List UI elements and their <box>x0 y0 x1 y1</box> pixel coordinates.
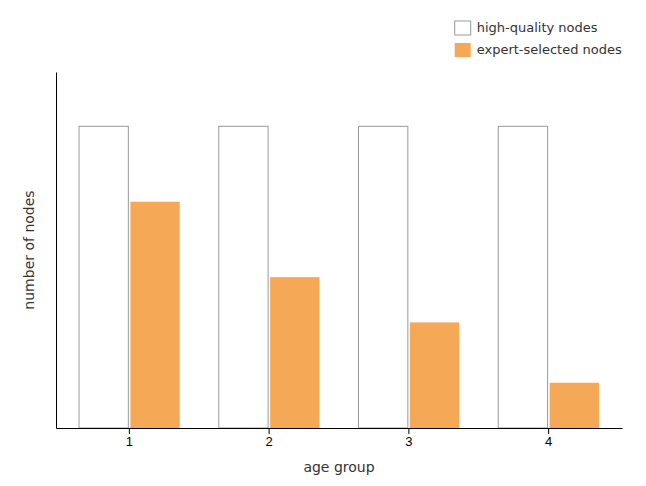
x-tick: 2 <box>266 428 273 449</box>
x-axis: 1 2 3 4 <box>57 428 623 449</box>
chart: 1 2 3 4 age group number of nodes high-quality… <box>0 0 646 486</box>
bar <box>130 202 179 428</box>
bar <box>410 322 459 428</box>
x-axis-title: age group <box>303 459 374 475</box>
x-tick-mark <box>129 428 130 434</box>
x-tick-label: 1 <box>126 434 133 449</box>
y-axis <box>56 73 57 429</box>
legend: high-quality nodes expert-selected nodes <box>455 20 622 57</box>
legend-item: high-quality nodes <box>455 20 598 35</box>
bar <box>359 126 408 428</box>
x-tick: 4 <box>545 428 552 449</box>
bar <box>79 126 128 428</box>
x-tick-label: 3 <box>405 434 412 449</box>
y-axis-title: number of nodes <box>21 190 37 309</box>
legend-item: expert-selected nodes <box>455 42 622 57</box>
x-tick-mark <box>548 428 549 434</box>
bar <box>270 277 319 428</box>
y-axis-line <box>56 73 57 429</box>
x-tick-label: 2 <box>266 434 273 449</box>
x-tick-mark <box>269 428 270 434</box>
bar <box>498 126 547 428</box>
x-tick: 3 <box>405 428 412 449</box>
plot: 1 2 3 4 <box>57 73 623 450</box>
legend-label: expert-selected nodes <box>477 42 622 57</box>
x-tick-label: 4 <box>545 434 552 449</box>
x-tick-mark <box>408 428 409 434</box>
bar <box>550 383 599 428</box>
x-tick: 1 <box>126 428 133 449</box>
bars <box>79 126 599 428</box>
x-axis-line <box>57 428 623 429</box>
bar-series <box>79 126 548 428</box>
legend-swatch <box>455 43 471 57</box>
bar <box>219 126 268 428</box>
legend-swatch <box>455 21 471 35</box>
legend-label: high-quality nodes <box>477 20 598 35</box>
bar-series <box>130 202 599 428</box>
